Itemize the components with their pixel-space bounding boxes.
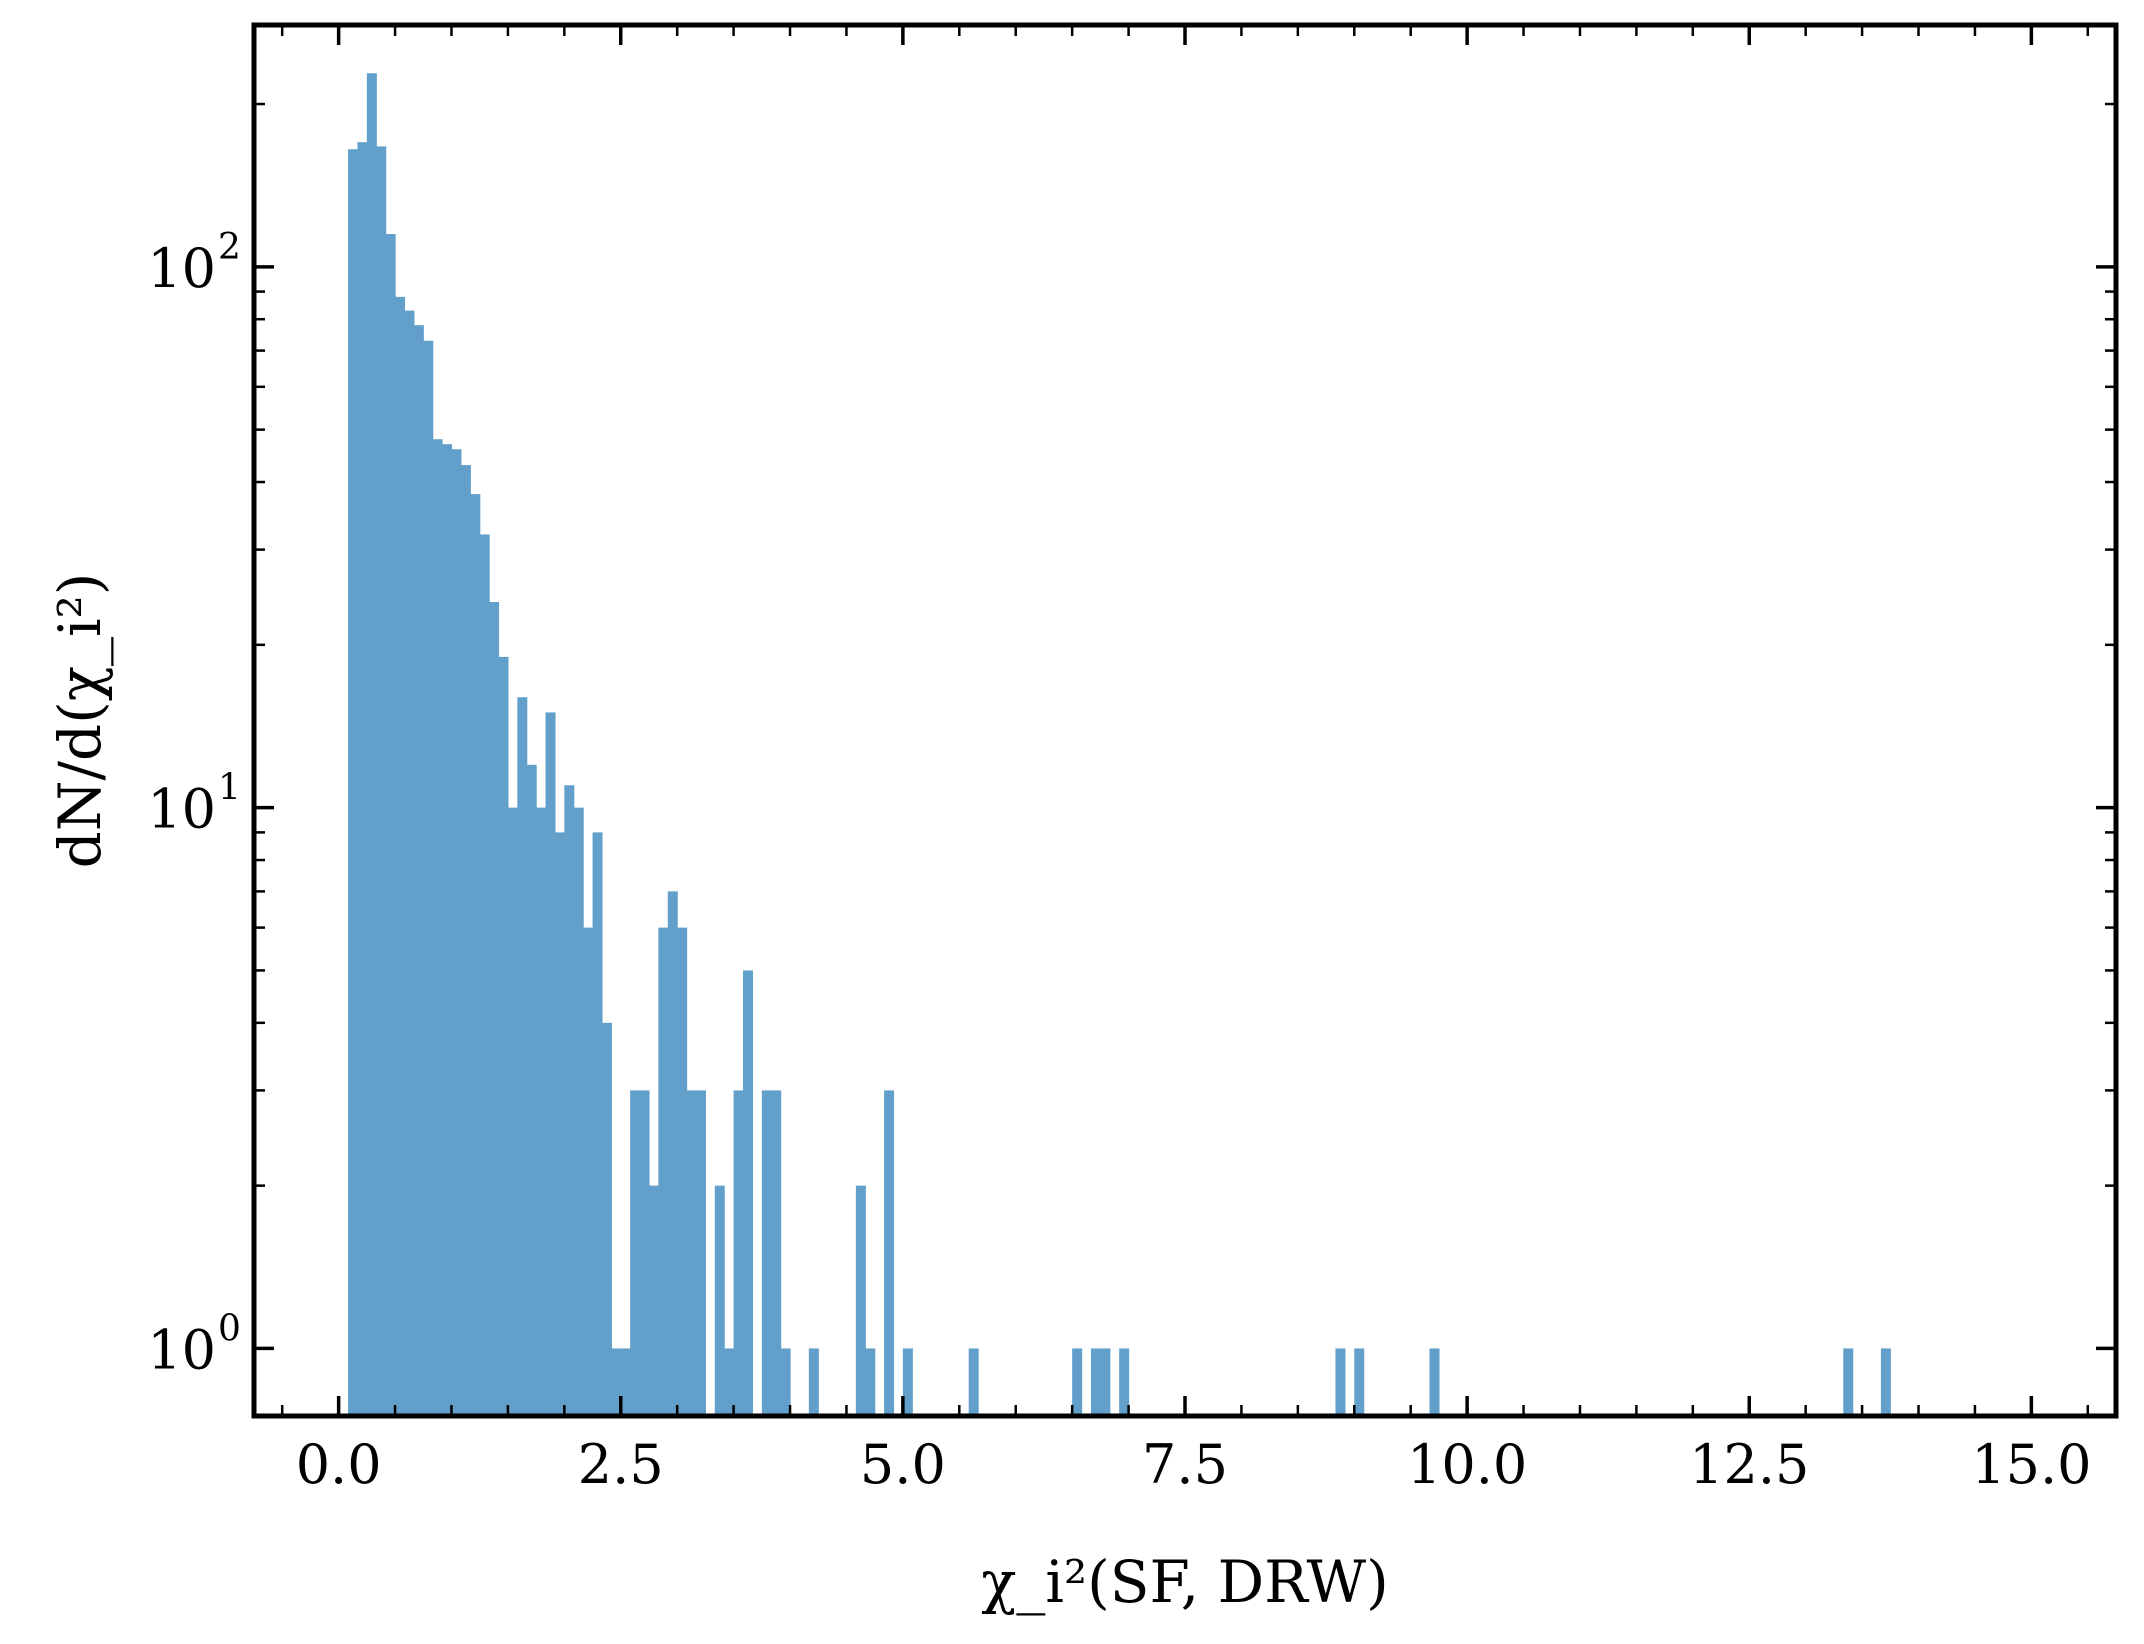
- plot-frame: [251, 22, 2119, 1419]
- histogram-bar: [1119, 1348, 1130, 1416]
- y-tick-label-exponent: 2: [218, 227, 241, 268]
- histogram-bar: [442, 444, 453, 1416]
- histogram-bar: [808, 1348, 819, 1416]
- histogram-bar: [639, 1090, 650, 1416]
- histogram-bar: [780, 1348, 791, 1416]
- histogram-bar: [865, 1348, 876, 1416]
- histogram-bar: [583, 927, 594, 1416]
- y-tick-label: 10: [147, 1318, 216, 1381]
- histogram-bar: [1335, 1348, 1346, 1416]
- histogram-bar: [1429, 1348, 1440, 1416]
- histogram-bar: [348, 149, 359, 1417]
- histogram-bar: [395, 296, 406, 1417]
- histogram-bar: [620, 1348, 631, 1416]
- histogram-bar: [761, 1090, 772, 1416]
- x-tick-label: 0.0: [296, 1433, 382, 1496]
- y-tick-label: 10: [147, 237, 216, 300]
- histogram-bar: [489, 602, 500, 1416]
- histogram-bar: [404, 310, 415, 1417]
- histogram-bar: [413, 325, 424, 1417]
- histogram-bar: [526, 764, 537, 1416]
- x-tick-label: 7.5: [1142, 1433, 1228, 1496]
- histogram-bar: [536, 807, 547, 1416]
- x-tick-label: 5.0: [860, 1433, 946, 1496]
- histogram-bar: [1072, 1348, 1083, 1416]
- histogram-bar: [611, 1348, 622, 1416]
- histogram-bar: [686, 1090, 697, 1416]
- histogram-bar: [743, 970, 754, 1416]
- x-tick-label: 10.0: [1407, 1433, 1527, 1496]
- y-tick-label-exponent: 0: [218, 1308, 241, 1349]
- histogram-bar: [968, 1348, 979, 1416]
- histogram-bar: [517, 697, 528, 1416]
- x-tick-label: 15.0: [1971, 1433, 2091, 1496]
- histogram-bar: [1843, 1348, 1854, 1416]
- histogram-bar: [1100, 1348, 1111, 1416]
- histogram-bar: [423, 340, 434, 1416]
- histogram-bar: [630, 1090, 641, 1416]
- histogram-bar: [357, 142, 368, 1417]
- histogram-bar: [601, 1022, 612, 1416]
- histogram-bar: [451, 449, 462, 1417]
- histogram-bar: [592, 832, 603, 1416]
- y-axis-label: dN/d(χ_i²): [46, 573, 114, 869]
- histogram-bar: [695, 1090, 706, 1416]
- histogram-bar: [554, 832, 565, 1416]
- histogram-bar: [1090, 1348, 1101, 1416]
- y-tick-label-exponent: 1: [218, 768, 241, 809]
- histogram-bar: [902, 1348, 913, 1416]
- histogram-bar: [545, 712, 556, 1416]
- histogram-bar: [648, 1185, 659, 1416]
- histogram-bar: [376, 146, 387, 1416]
- histogram-bar: [855, 1185, 866, 1416]
- histogram-bar: [714, 1185, 725, 1416]
- histogram-bar: [1354, 1348, 1365, 1416]
- y-tick-label: 10: [147, 778, 216, 841]
- histogram-bar: [498, 656, 509, 1416]
- histogram-bar: [385, 234, 396, 1416]
- histogram-bar: [667, 891, 678, 1416]
- histogram-bar: [1880, 1348, 1891, 1416]
- x-tick-label: 12.5: [1689, 1433, 1809, 1496]
- histogram-bar: [432, 439, 443, 1417]
- histogram-bar: [573, 807, 584, 1416]
- histogram-bar: [479, 534, 490, 1416]
- histogram-bar: [677, 927, 688, 1416]
- histogram-bar: [507, 807, 518, 1416]
- histogram-bars: [348, 73, 1891, 1417]
- x-tick-label: 2.5: [578, 1433, 664, 1496]
- histogram-bar: [658, 927, 669, 1416]
- histogram-bar: [470, 494, 481, 1417]
- x-axis-label: χ_i²(SF, DRW): [981, 1548, 1389, 1616]
- histogram-bar: [460, 465, 471, 1416]
- histogram-bar: [884, 1090, 895, 1416]
- histogram-bar: [771, 1090, 782, 1416]
- histogram-bar: [564, 785, 575, 1416]
- histogram-bar: [366, 73, 377, 1416]
- histogram-bar: [733, 1090, 744, 1416]
- histogram-bar: [724, 1348, 735, 1416]
